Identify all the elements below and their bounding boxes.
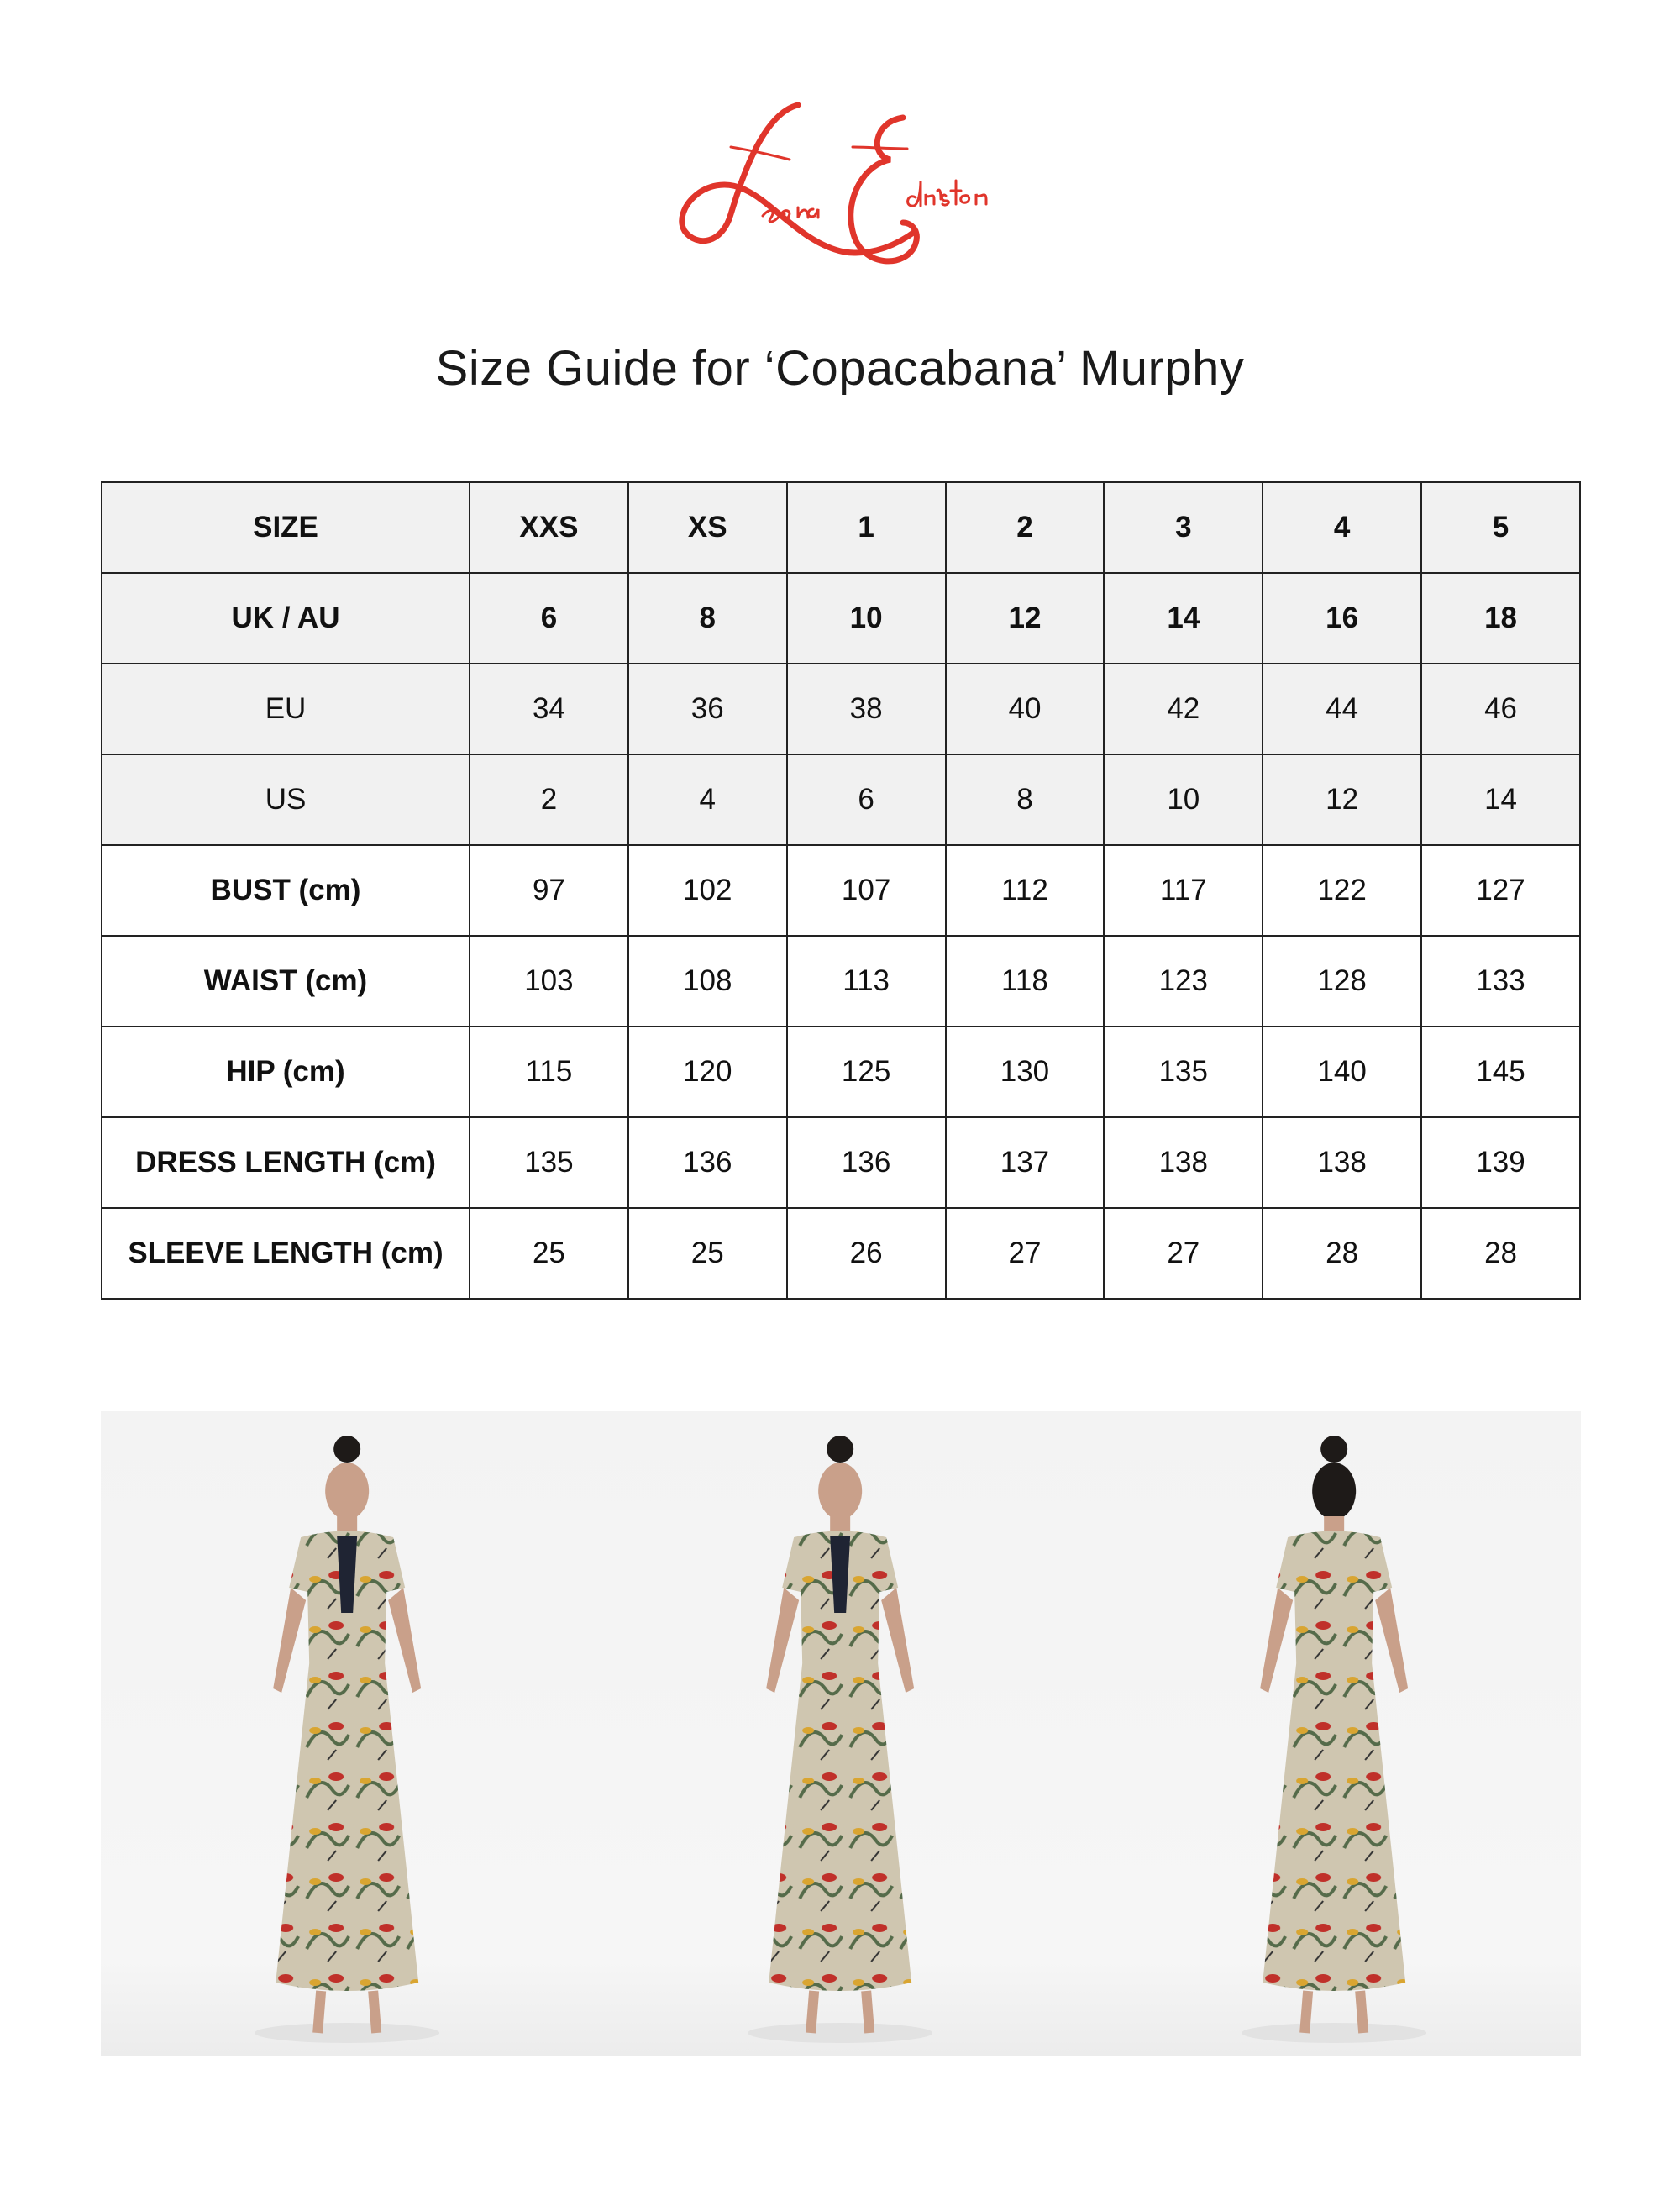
table-cell: 120 — [627, 1026, 788, 1118]
table-cell: 46 — [1420, 663, 1581, 755]
table-cell: 107 — [785, 844, 947, 937]
table-cell: 8 — [944, 754, 1105, 846]
model-photo-back — [1087, 1411, 1581, 2056]
table-cell: 27 — [944, 1207, 1105, 1300]
table-cell: 108 — [627, 935, 788, 1027]
row-label: SLEEVE LENGTH (cm) — [101, 1207, 470, 1300]
table-cell: 16 — [1262, 572, 1423, 664]
table-cell: 4 — [627, 754, 788, 846]
table-cell: 136 — [627, 1116, 788, 1209]
table-cell: 6 — [785, 754, 947, 846]
table-cell: 139 — [1420, 1116, 1581, 1209]
row-label: US — [101, 754, 470, 846]
row-label: BUST (cm) — [101, 844, 470, 937]
table-cell: 28 — [1262, 1207, 1423, 1300]
table-cell: 130 — [944, 1026, 1105, 1118]
table-cell: 138 — [1262, 1116, 1423, 1209]
size-table: SIZE XXS XS 1 2 3 4 5 UK / AU 6 8 10 12 14 16 18 EU 34 36 3… — [101, 481, 1581, 1300]
row-label: HIP (cm) — [101, 1026, 470, 1118]
table-cell: 25 — [469, 1207, 629, 1300]
brand-logo — [664, 97, 1016, 277]
table-cell: 2 — [469, 754, 629, 846]
table-cell: 36 — [627, 663, 788, 755]
table-cell: 135 — [1103, 1026, 1264, 1118]
table-cell: 10 — [785, 572, 947, 664]
table-cell: 14 — [1420, 754, 1581, 846]
table-cell: 123 — [1103, 935, 1264, 1027]
table-cell: 128 — [1262, 935, 1423, 1027]
table-cell: 27 — [1103, 1207, 1264, 1300]
table-row: HIP (cm) 115 120 125 130 135 140 145 — [101, 1026, 1581, 1118]
row-label: EU — [101, 663, 470, 755]
table-cell: 133 — [1420, 935, 1581, 1027]
row-label: SIZE — [101, 481, 470, 574]
table-cell: 97 — [469, 844, 629, 937]
table-cell: 103 — [469, 935, 629, 1027]
table-cell: 14 — [1103, 572, 1264, 664]
table-cell: XXS — [469, 481, 629, 574]
table-row: UK / AU 6 8 10 12 14 16 18 — [101, 572, 1581, 664]
table-cell: 5 — [1420, 481, 1581, 574]
model-photo-front — [101, 1411, 595, 2056]
table-cell: 6 — [469, 572, 629, 664]
model-photo-side — [594, 1411, 1088, 2056]
table-cell: 138 — [1103, 1116, 1264, 1209]
table-cell: 127 — [1420, 844, 1581, 937]
row-label: DRESS LENGTH (cm) — [101, 1116, 470, 1209]
row-label: WAIST (cm) — [101, 935, 470, 1027]
table-cell: 12 — [1262, 754, 1423, 846]
table-cell: 102 — [627, 844, 788, 937]
table-cell: 113 — [785, 935, 947, 1027]
product-photos — [101, 1411, 1581, 2056]
table-cell: 137 — [944, 1116, 1105, 1209]
table-row: SLEEVE LENGTH (cm) 25 25 26 27 27 28 28 — [101, 1207, 1581, 1300]
table-cell: 115 — [469, 1026, 629, 1118]
table-cell: 28 — [1420, 1207, 1581, 1300]
table-cell: 125 — [785, 1026, 947, 1118]
table-cell: 42 — [1103, 663, 1264, 755]
table-cell: 140 — [1262, 1026, 1423, 1118]
table-cell: 3 — [1103, 481, 1264, 574]
table-row: EU 34 36 38 40 42 44 46 — [101, 663, 1581, 755]
table-cell: 145 — [1420, 1026, 1581, 1118]
table-cell: 10 — [1103, 754, 1264, 846]
table-cell: 26 — [785, 1207, 947, 1300]
table-cell: 34 — [469, 663, 629, 755]
table-cell: 117 — [1103, 844, 1264, 937]
table-cell: 25 — [627, 1207, 788, 1300]
table-cell: 136 — [785, 1116, 947, 1209]
page-title: Size Guide for ‘Copacabana’ Murphy — [435, 341, 1245, 396]
table-cell: 12 — [944, 572, 1105, 664]
table-cell: XS — [627, 481, 788, 574]
table-cell: 122 — [1262, 844, 1423, 937]
row-label: UK / AU — [101, 572, 470, 664]
table-cell: 112 — [944, 844, 1105, 937]
table-cell: 18 — [1420, 572, 1581, 664]
table-cell: 2 — [944, 481, 1105, 574]
table-cell: 4 — [1262, 481, 1423, 574]
table-row: WAIST (cm) 103 108 113 118 123 128 133 — [101, 935, 1581, 1027]
table-row: BUST (cm) 97 102 107 112 117 122 127 — [101, 844, 1581, 937]
table-cell: 135 — [469, 1116, 629, 1209]
table-cell: 38 — [785, 663, 947, 755]
table-row: SIZE XXS XS 1 2 3 4 5 — [101, 481, 1581, 574]
table-cell: 44 — [1262, 663, 1423, 755]
table-cell: 118 — [944, 935, 1105, 1027]
table-row: US 2 4 6 8 10 12 14 — [101, 754, 1581, 846]
table-row: DRESS LENGTH (cm) 135 136 136 137 138 138 139 — [101, 1116, 1581, 1209]
table-cell: 40 — [944, 663, 1105, 755]
table-cell: 1 — [785, 481, 947, 574]
table-cell: 8 — [627, 572, 788, 664]
